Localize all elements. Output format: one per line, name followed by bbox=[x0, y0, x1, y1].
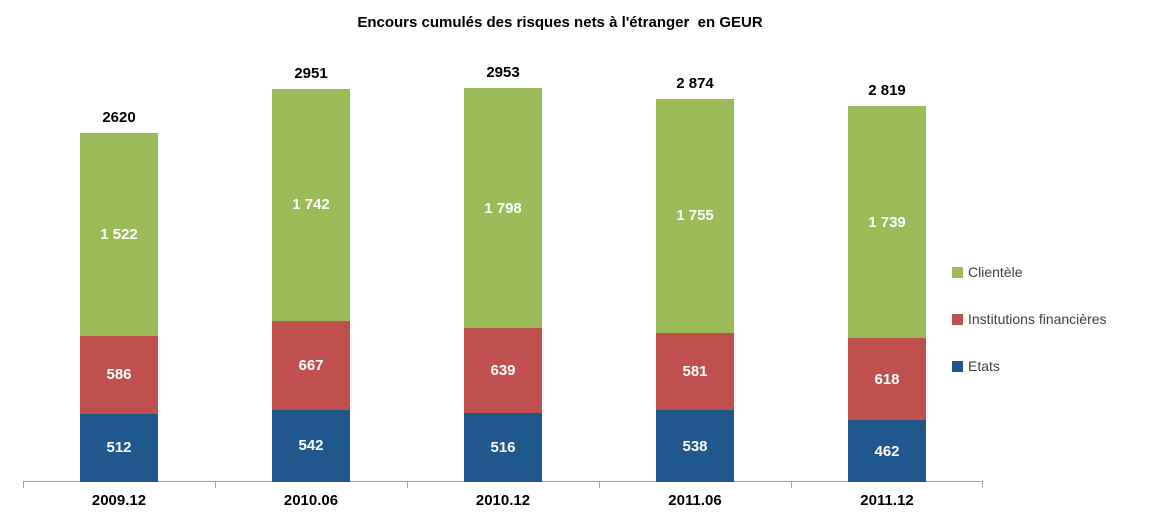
bar-segment-client-le-2009.12: 1 522 bbox=[80, 132, 158, 336]
legend: Clientèle Institutions financières Etats bbox=[952, 264, 1107, 374]
legend-item-institutions-financi-res: Institutions financières bbox=[952, 311, 1107, 327]
legend-swatch-icon bbox=[952, 313, 963, 325]
bar-segment-client-le-2011.12: 1 739 bbox=[848, 106, 926, 338]
x-axis-tick bbox=[407, 482, 408, 488]
x-axis-label-2009.12: 2009.12 bbox=[91, 492, 147, 509]
legend-label: Institutions financières bbox=[968, 311, 1107, 327]
bar-segment-institutions-financi-res-2009.12: 586 bbox=[80, 335, 158, 414]
total-label-2010.12: 2953 bbox=[486, 64, 520, 82]
x-axis-tick bbox=[215, 482, 216, 488]
chart-title: Encours cumulés des risques nets à l'étr… bbox=[357, 14, 763, 31]
x-axis-label-2010.06: 2010.06 bbox=[283, 492, 339, 509]
legend-item-client-le: Clientèle bbox=[952, 264, 1107, 280]
bar-segment-institutions-financi-res-2011.06: 581 bbox=[656, 332, 734, 411]
bar-segment-etats-2011.12: 462 bbox=[848, 420, 926, 482]
legend-label: Etats bbox=[968, 358, 1000, 374]
bar-segment-etats-2011.06: 538 bbox=[656, 410, 734, 482]
total-label-2011.06: 2 874 bbox=[676, 74, 714, 92]
x-axis-tick bbox=[599, 482, 600, 488]
x-axis-tick bbox=[791, 482, 792, 488]
legend-label: Clientèle bbox=[968, 264, 1023, 280]
plot-area: 512 586 1 522 2620 2009.12 542 667 1 742 2951 201… bbox=[23, 40, 983, 509]
bar-segment-institutions-financi-res-2010.06: 667 bbox=[272, 320, 350, 410]
total-label-2011.12: 2 819 bbox=[868, 82, 906, 100]
x-axis-tick bbox=[23, 482, 24, 488]
legend-swatch-icon bbox=[952, 266, 963, 278]
x-axis-label-2011.06: 2011.06 bbox=[668, 492, 722, 509]
bar-segment-etats-2010.06: 542 bbox=[272, 409, 350, 482]
bar-segment-client-le-2010.06: 1 742 bbox=[272, 88, 350, 321]
bar-segment-institutions-financi-res-2011.12: 618 bbox=[848, 338, 926, 421]
bar-segment-client-le-2010.12: 1 798 bbox=[464, 88, 542, 328]
bar-segment-client-le-2011.06: 1 755 bbox=[656, 98, 734, 333]
bar-segment-institutions-financi-res-2010.12: 639 bbox=[464, 328, 542, 414]
legend-item-etats: Etats bbox=[952, 358, 1107, 374]
x-axis-label-2011.12: 2011.12 bbox=[860, 492, 914, 509]
bar-segment-etats-2010.12: 516 bbox=[464, 413, 542, 482]
total-label-2010.06: 2951 bbox=[294, 64, 328, 82]
bar-segment-etats-2009.12: 512 bbox=[80, 413, 158, 482]
x-axis-label-2010.12: 2010.12 bbox=[475, 492, 531, 509]
total-label-2009.12: 2620 bbox=[102, 108, 136, 126]
x-axis-tick bbox=[982, 482, 983, 488]
legend-swatch-icon bbox=[952, 360, 963, 372]
